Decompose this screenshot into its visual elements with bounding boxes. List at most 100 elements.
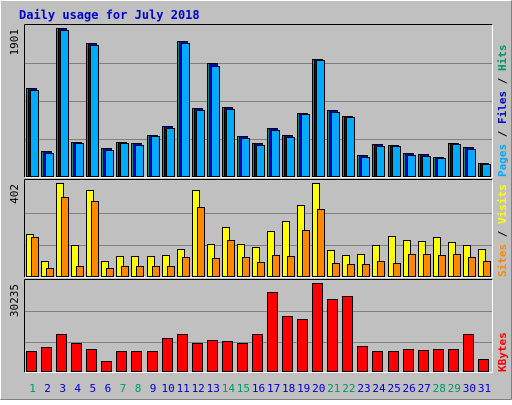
bar-sites-day-21 [332,263,340,277]
panel-hits-files-pages: 1901 Pages / Files / Hits [8,24,509,178]
bar-kbytes-day-26 [403,349,414,372]
x-label-day-27: 27 [418,382,431,395]
y-max-label: 30235 [8,284,21,317]
bar-kbytes-day-11 [177,334,188,372]
bar-sites-day-4 [76,266,84,277]
x-label-day-19: 19 [297,382,310,395]
right-legend-label: Pages / Files / Hits [496,45,509,178]
bar-sites-day-18 [287,256,295,277]
bar-kbytes-day-24 [372,351,383,372]
bar-pages-day-24 [376,146,385,177]
bar-pages-day-20 [316,60,325,177]
legend-pages: Pages [496,144,509,177]
bar-pages-day-31 [482,164,491,177]
chart-panels: 1901 Pages / Files / Hits 402 Sites / Visit… [8,24,509,373]
bar-sites-day-16 [257,262,265,277]
bar-pages-day-7 [120,143,129,177]
right-legend-label: Sites / Visits [496,184,509,277]
bar-pages-day-3 [60,30,69,177]
x-label-day-10: 10 [161,382,174,395]
bar-sites-day-6 [106,268,114,277]
x-label-day-14: 14 [222,382,236,395]
bar-kbytes-day-23 [357,346,368,372]
x-label-day-3: 3 [59,382,66,395]
bar-sites-day-13 [212,258,220,277]
bar-sites-day-3 [61,197,69,277]
bar-pages-day-25 [392,146,401,177]
bar-sites-day-15 [242,257,250,277]
bar-kbytes-day-14 [222,341,233,372]
legend-separator: / [496,224,509,244]
bar-pages-day-21 [331,112,340,177]
bar-kbytes-day-1 [26,351,37,372]
bar-kbytes-day-20 [312,283,323,372]
chart-title: Daily usage for July 2018 [19,8,200,22]
bar-visits-day-17 [267,231,275,277]
bar-pages-day-12 [196,110,205,177]
bar-sites-day-8 [136,266,144,277]
bar-visits-day-18 [282,221,290,277]
bar-kbytes-day-19 [297,319,308,372]
bar-sites-day-24 [377,261,385,277]
bar-kbytes-day-16 [252,334,263,372]
bar-sites-day-25 [393,263,401,277]
right-legend-label: KBytes [496,332,509,372]
bar-sites-day-17 [272,255,280,277]
bar-pages-day-10 [166,128,175,177]
bar-pages-day-26 [407,155,416,177]
bar-kbytes-day-25 [388,351,399,372]
bar-sites-day-1 [31,237,39,277]
bar-sites-day-7 [121,266,129,277]
legend-kbytes: KBytes [496,332,509,372]
bar-sites-day-20 [317,209,325,277]
bar-pages-day-8 [135,145,144,177]
bar-pages-day-19 [301,114,310,177]
x-axis-labels: 1 2 3 4 5 6 7 8 9 10 11 12 13 14 15 16 17 18 19 20 21 22 23 24 2… [29,382,491,395]
x-label-day-4: 4 [74,382,81,395]
bar-kbytes-day-18 [282,316,293,372]
bar-pages-day-5 [90,45,99,177]
x-label-day-7: 7 [120,382,127,395]
bar-sites-day-23 [362,264,370,277]
x-label-day-11: 11 [177,382,190,395]
bar-pages-day-11 [181,43,190,177]
bar-kbytes-day-6 [101,361,112,372]
legend-files: Files [496,91,509,124]
legend-separator: / [496,124,509,144]
x-label-day-16: 16 [252,382,265,395]
bar-visits-day-4 [71,245,79,277]
bar-kbytes-day-13 [207,340,218,372]
bar-kbytes-day-12 [192,343,203,372]
x-label-day-30: 30 [463,382,476,395]
bar-pages-day-15 [241,138,250,177]
bar-sites-day-19 [302,230,310,277]
legend-visits: Visits [496,184,509,224]
x-label-day-6: 6 [105,382,112,395]
bar-sites-day-30 [468,257,476,277]
x-label-day-18: 18 [282,382,295,395]
bar-kbytes-day-10 [162,338,173,372]
x-label-day-22: 22 [342,382,355,395]
bar-pages-day-9 [151,136,160,177]
bar-sites-day-14 [227,240,235,277]
bar-pages-day-28 [437,158,446,177]
bar-sites-day-11 [182,257,190,277]
bar-kbytes-day-15 [237,343,248,372]
bar-pages-day-22 [346,117,355,177]
bar-pages-day-17 [271,130,280,177]
bar-visits-day-25 [388,236,396,277]
legend-separator: / [496,71,509,91]
x-label-day-5: 5 [89,382,96,395]
x-label-day-2: 2 [44,382,51,395]
bar-pages-day-27 [422,156,431,177]
bar-pages-day-18 [286,137,295,177]
bar-pages-day-4 [75,143,84,177]
bar-pages-day-6 [105,150,114,177]
x-label-day-21: 21 [327,382,340,395]
bar-kbytes-day-3 [56,334,67,372]
bar-sites-day-29 [453,254,461,277]
bar-kbytes-day-5 [86,349,97,372]
bar-pages-day-2 [45,153,54,177]
